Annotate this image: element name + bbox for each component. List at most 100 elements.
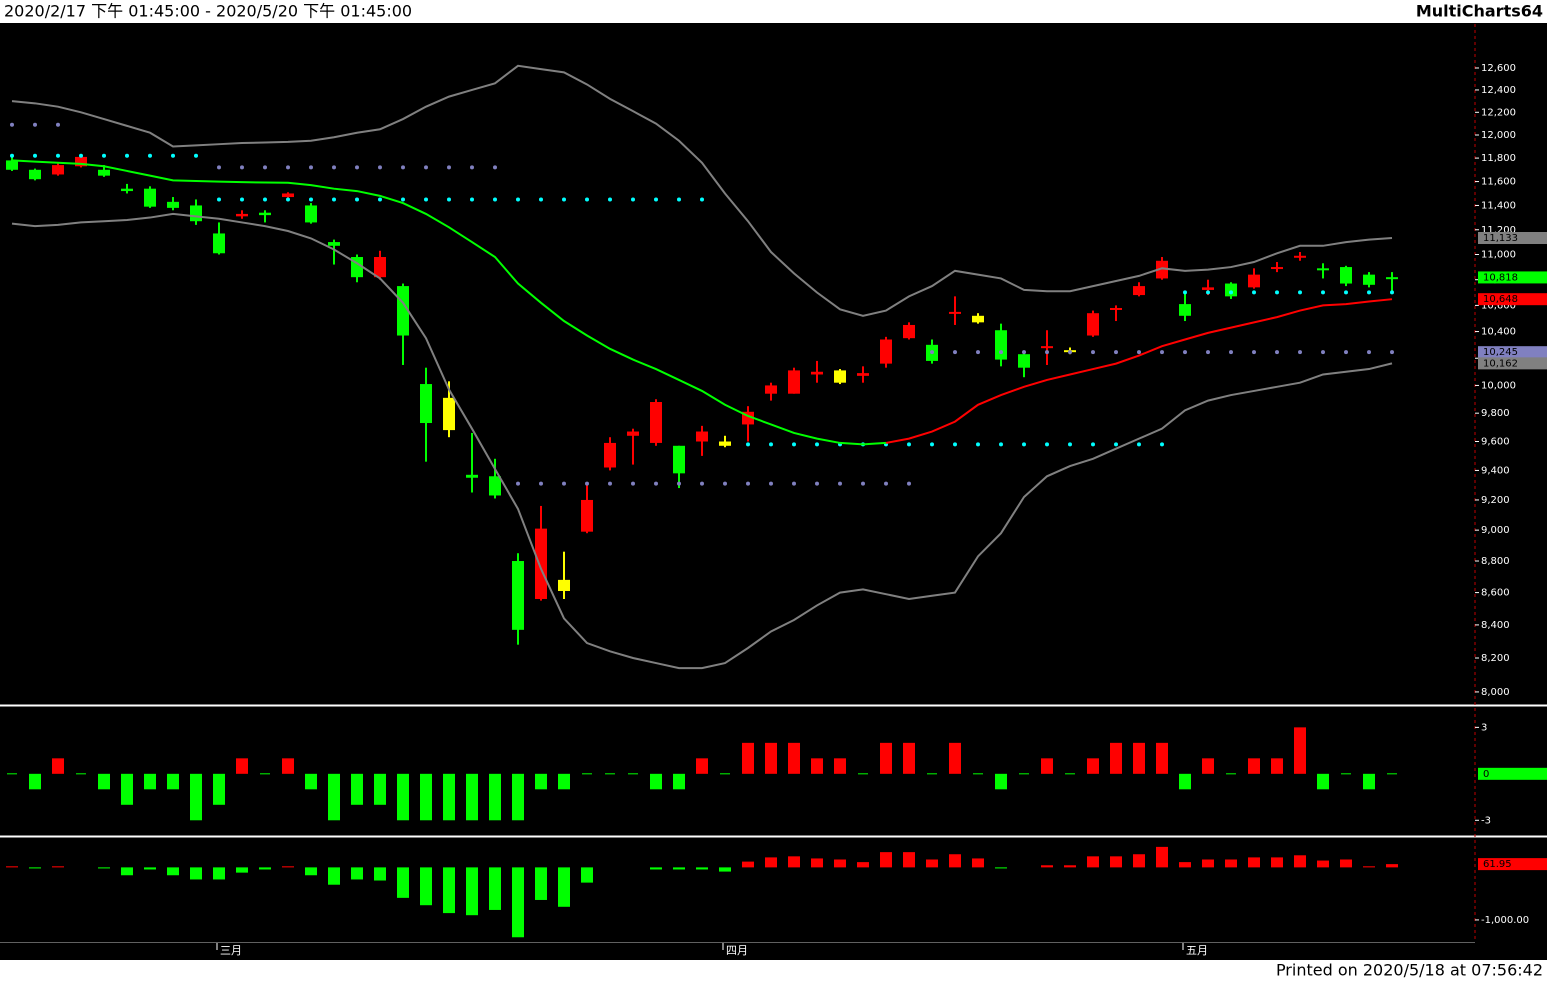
candle-body bbox=[650, 402, 662, 443]
histogram-bar bbox=[1294, 855, 1306, 868]
level-dot bbox=[332, 197, 336, 202]
level-dot bbox=[746, 442, 750, 447]
level-dot bbox=[861, 481, 865, 486]
level-dot bbox=[263, 165, 267, 170]
y-tick-label: 9,600 bbox=[1481, 436, 1510, 447]
level-dot bbox=[1114, 350, 1118, 355]
candle-body bbox=[213, 233, 225, 254]
app-name: MultiCharts64 bbox=[1416, 2, 1543, 21]
histogram-bar bbox=[167, 773, 179, 790]
candle-body bbox=[236, 213, 248, 217]
level-dot bbox=[1390, 290, 1394, 295]
level-dot bbox=[1298, 290, 1302, 295]
candle-body bbox=[949, 311, 961, 314]
level-dot bbox=[1206, 350, 1210, 355]
level-dot bbox=[654, 197, 658, 202]
histogram-bar bbox=[1019, 773, 1029, 775]
level-dot bbox=[1045, 350, 1049, 355]
level-dot bbox=[1298, 350, 1302, 355]
level-dot bbox=[309, 197, 313, 202]
level-dot bbox=[33, 122, 37, 127]
histogram-bar bbox=[742, 861, 754, 868]
histogram-bar bbox=[328, 867, 340, 885]
histogram-bar bbox=[1386, 864, 1398, 868]
candle-body bbox=[1018, 354, 1030, 368]
date-range: 2020/2/17 下午 01:45:00 - 2020/5/20 下午 01:… bbox=[4, 2, 412, 21]
histogram-bar bbox=[7, 773, 17, 775]
price-marker bbox=[1478, 357, 1547, 370]
x-tick-label: 三月 bbox=[220, 944, 242, 957]
level-dot bbox=[1160, 442, 1164, 447]
histogram-bar bbox=[650, 773, 662, 790]
y-tick-label: 11,400 bbox=[1481, 200, 1516, 211]
level-dot bbox=[171, 153, 175, 158]
candle-body bbox=[305, 205, 317, 223]
level-dot bbox=[562, 197, 566, 202]
histogram-bar bbox=[1271, 857, 1283, 868]
y-tick-label: 10,600 bbox=[1481, 300, 1516, 311]
level-dot bbox=[999, 442, 1003, 447]
y-tick-label: 11,800 bbox=[1481, 153, 1516, 164]
header-bar bbox=[0, 0, 1547, 23]
histogram-bar bbox=[76, 773, 86, 775]
price-marker bbox=[1478, 271, 1547, 284]
level-dot bbox=[10, 122, 14, 127]
level-dot bbox=[539, 197, 543, 202]
candle-body bbox=[604, 442, 616, 468]
candle-body bbox=[719, 441, 731, 446]
level-dot bbox=[1091, 442, 1095, 447]
level-dot bbox=[217, 165, 221, 170]
level-dot bbox=[976, 442, 980, 447]
candle-body bbox=[1248, 274, 1260, 288]
indicator-line bbox=[11, 159, 887, 446]
level-dot bbox=[1137, 442, 1141, 447]
y-tick-label: 8,800 bbox=[1481, 556, 1510, 567]
printed-on: Printed on 2020/5/18 at 07:56:42 bbox=[1276, 961, 1543, 980]
histogram-bar bbox=[144, 773, 156, 790]
level-dot bbox=[355, 197, 359, 202]
histogram-bar bbox=[1202, 859, 1214, 868]
histogram-bar bbox=[858, 773, 868, 775]
x-tick-label: 五月 bbox=[1186, 944, 1208, 957]
candle-body bbox=[29, 169, 41, 180]
level-dot bbox=[746, 481, 750, 486]
level-dot bbox=[585, 481, 589, 486]
histogram-bar bbox=[328, 773, 340, 821]
candle-body bbox=[995, 330, 1007, 360]
histogram-bar bbox=[811, 858, 823, 868]
histogram-bar bbox=[582, 773, 592, 775]
level-dot bbox=[79, 153, 83, 158]
candle-body bbox=[811, 371, 823, 375]
histogram-bar bbox=[1341, 773, 1351, 775]
x-tick-label: 四月 bbox=[726, 944, 748, 957]
histogram-bar bbox=[558, 773, 570, 790]
level-dot bbox=[1367, 350, 1371, 355]
level-dot bbox=[401, 165, 405, 170]
candle-body bbox=[1271, 267, 1283, 270]
price-marker-label: 10,818 bbox=[1483, 272, 1518, 283]
candle-body bbox=[190, 205, 202, 222]
level-dot bbox=[33, 153, 37, 158]
histogram-bar bbox=[29, 867, 41, 869]
candle-body bbox=[972, 315, 984, 323]
level-dot bbox=[1367, 290, 1371, 295]
level-dot bbox=[1045, 442, 1049, 447]
price-marker-label: 10,648 bbox=[1483, 294, 1518, 305]
level-dot bbox=[585, 197, 589, 202]
price-marker-label: 0 bbox=[1483, 769, 1489, 780]
histogram-bar bbox=[1133, 742, 1145, 774]
histogram-bar bbox=[1179, 773, 1191, 790]
candle-body bbox=[328, 242, 340, 246]
candle-body bbox=[1041, 346, 1053, 349]
candle-body bbox=[903, 324, 915, 339]
candle-body bbox=[1179, 304, 1191, 316]
histogram-bar bbox=[880, 742, 892, 774]
price-marker-label: 11,133 bbox=[1483, 233, 1518, 244]
histogram-bar bbox=[811, 758, 823, 774]
price-marker-label: 61.95 bbox=[1483, 859, 1512, 870]
level-dot bbox=[1022, 442, 1026, 447]
histogram-bar bbox=[282, 758, 294, 774]
histogram-bar bbox=[949, 854, 961, 868]
